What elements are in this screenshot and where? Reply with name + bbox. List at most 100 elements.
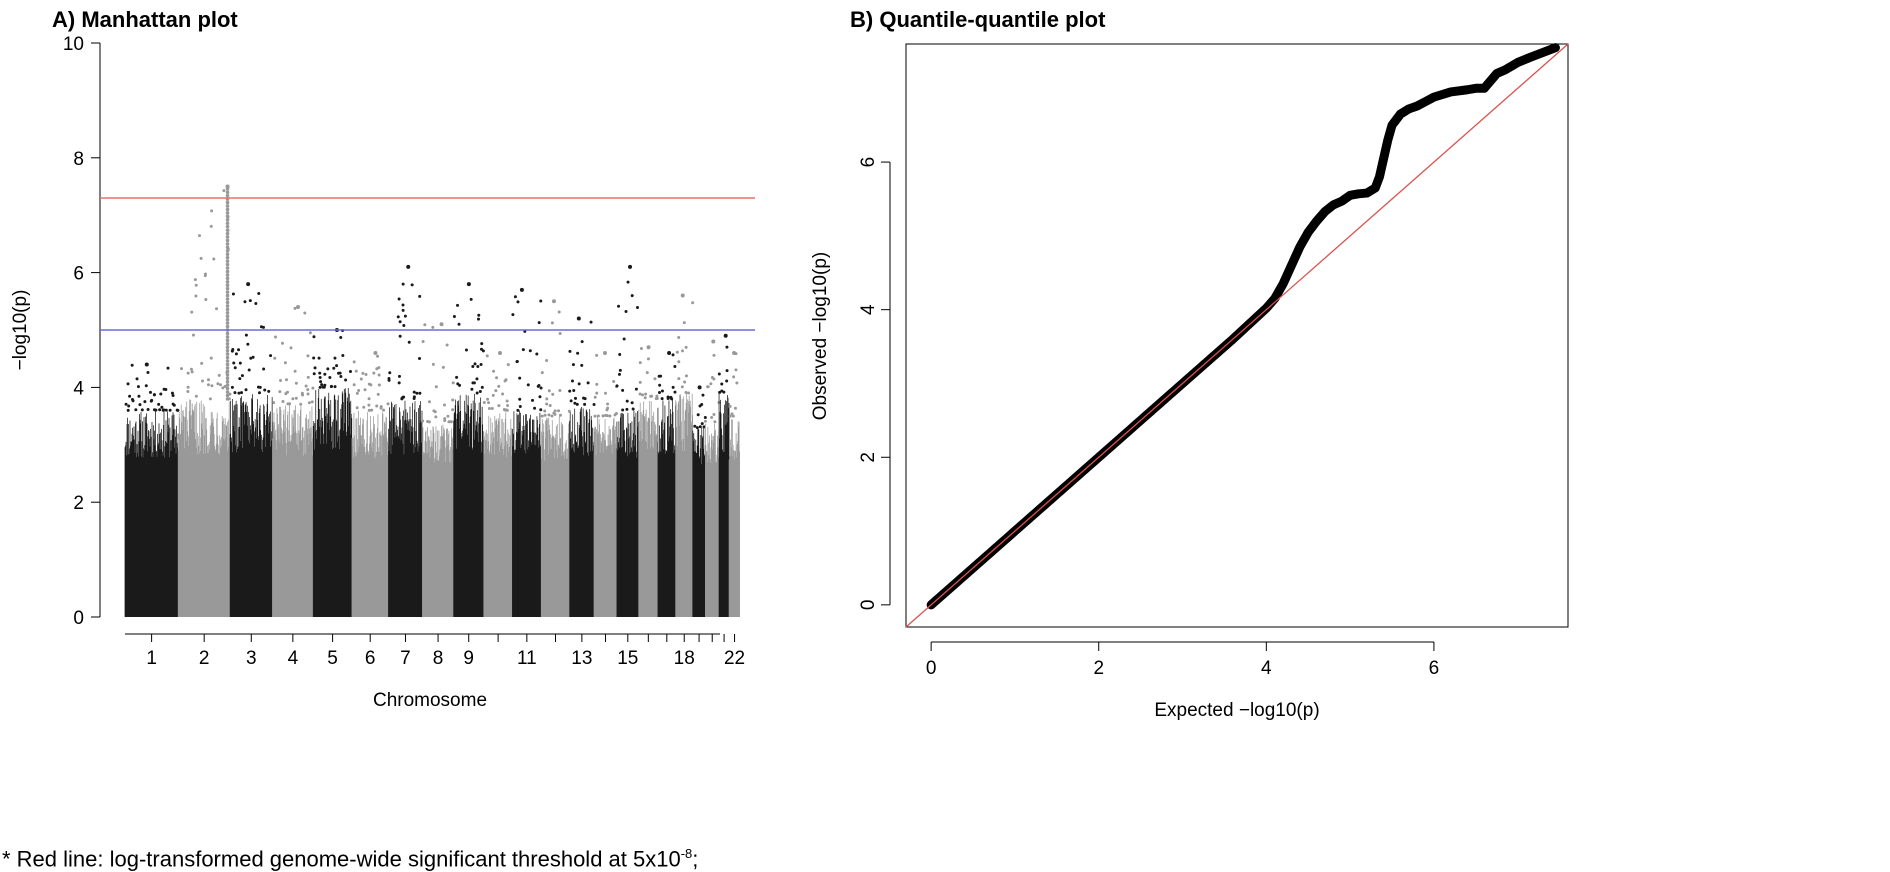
- snp-point: [143, 400, 147, 404]
- snp-point: [355, 406, 359, 410]
- chromosome-19-base: [692, 427, 706, 617]
- snp-point: [506, 404, 510, 407]
- snp-point: [447, 420, 451, 424]
- snp-point: [179, 367, 183, 371]
- snp-point: [233, 366, 237, 370]
- snp-point: [230, 349, 234, 353]
- qq-diagonal-line: [905, 43, 1569, 628]
- snp-point: [272, 401, 276, 405]
- snp-point: [370, 408, 374, 412]
- snp-point: [497, 404, 501, 408]
- chr2-hit-point: [225, 283, 230, 288]
- snp-point: [553, 409, 557, 413]
- snp-point: [294, 381, 298, 385]
- snp-point: [410, 283, 414, 287]
- snp-point: [480, 342, 484, 346]
- snp-point: [138, 403, 142, 407]
- snp-point: [574, 396, 578, 400]
- qq-point: [1471, 84, 1480, 93]
- chromosome-6-base: [351, 411, 389, 617]
- snp-point: [464, 348, 468, 352]
- qq-point: [1526, 53, 1535, 62]
- snp-point: [307, 401, 311, 405]
- snp-top-point: [711, 339, 716, 344]
- snp-point: [376, 354, 380, 358]
- chromosome-16-base: [638, 401, 659, 617]
- snp-point: [502, 408, 506, 412]
- snp-top-point: [646, 345, 651, 350]
- snp-point: [631, 407, 635, 411]
- snp-point: [722, 390, 726, 394]
- footnote-tail: ;: [692, 846, 699, 872]
- qq-point: [1371, 183, 1380, 192]
- chr2-hit-point: [225, 276, 230, 281]
- snp-point: [233, 391, 237, 395]
- snp-point: [323, 372, 327, 376]
- snp-point: [605, 408, 609, 412]
- snp-point: [269, 354, 273, 358]
- snp-point: [641, 393, 645, 397]
- chr2-hit-point: [225, 397, 230, 401]
- snp-point: [146, 370, 150, 374]
- snp-point: [695, 426, 699, 430]
- snp-point: [319, 380, 323, 384]
- chr2-hit-point: [225, 221, 230, 226]
- snp-top-point: [296, 305, 301, 310]
- manhattan-x-tick-label: 3: [246, 648, 257, 669]
- chr2-hit-point: [225, 273, 230, 277]
- snp-point: [649, 394, 653, 398]
- snp-point: [573, 401, 577, 405]
- snp-point: [601, 414, 605, 418]
- snp-point: [533, 406, 537, 410]
- snp-point: [320, 383, 324, 387]
- snp-point: [572, 389, 576, 393]
- snp-point: [568, 389, 572, 393]
- snp-point: [243, 300, 247, 304]
- chromosome-18-base: [675, 393, 694, 617]
- snp-point: [223, 384, 227, 388]
- snp-point: [259, 325, 263, 329]
- snp-point: [403, 314, 407, 318]
- snp-point: [209, 356, 213, 360]
- snp-point: [577, 382, 581, 386]
- snp-point: [421, 419, 425, 423]
- snp-point: [398, 334, 402, 338]
- chr2-hit-point: [225, 341, 230, 346]
- snp-point: [622, 337, 626, 341]
- snp-point: [194, 394, 198, 398]
- snp-point: [210, 384, 214, 388]
- snp-point: [238, 377, 242, 381]
- snp-top-point: [628, 264, 633, 269]
- snp-point: [209, 224, 213, 228]
- qq-point: [1346, 191, 1355, 200]
- snp-point: [547, 413, 551, 417]
- chr2-hit-point: [225, 355, 230, 360]
- snp-point: [148, 390, 152, 394]
- chr2-hit-point: [225, 224, 230, 229]
- snp-point: [451, 398, 455, 402]
- snp-point: [402, 323, 406, 327]
- snp-point: [240, 374, 244, 378]
- snp-point: [545, 359, 549, 363]
- snp-point: [441, 365, 445, 369]
- snp-point: [551, 392, 555, 396]
- chr2-hit-point: [225, 352, 230, 356]
- snp-point: [159, 392, 163, 396]
- snp-point: [191, 333, 195, 337]
- snp-point: [257, 391, 261, 395]
- chromosome-18-points: [675, 293, 695, 617]
- snp-point: [218, 383, 222, 387]
- snp-point: [703, 419, 707, 423]
- chr2-hit-point: [225, 259, 230, 263]
- snp-point: [372, 371, 376, 375]
- snp-point: [427, 400, 431, 404]
- chr2-hit-point: [225, 310, 230, 315]
- qq-point: [1480, 84, 1489, 93]
- chr2-hit-point: [225, 207, 230, 212]
- chromosome-13-points: [568, 316, 596, 617]
- snp-point: [521, 348, 525, 352]
- snp-point: [720, 382, 724, 386]
- snp-point: [643, 396, 647, 400]
- snp-point: [671, 385, 675, 389]
